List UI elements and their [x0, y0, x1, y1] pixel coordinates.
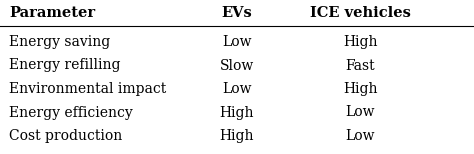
Text: Low: Low — [222, 35, 252, 49]
Text: High: High — [343, 82, 377, 96]
Text: EVs: EVs — [222, 6, 252, 20]
Text: High: High — [220, 129, 254, 143]
Text: Fast: Fast — [346, 59, 375, 73]
Text: High: High — [343, 35, 377, 49]
Text: Energy refilling: Energy refilling — [9, 59, 121, 73]
Text: Low: Low — [346, 105, 375, 120]
Text: Energy efficiency: Energy efficiency — [9, 105, 133, 120]
Text: Low: Low — [222, 82, 252, 96]
Text: ICE vehicles: ICE vehicles — [310, 6, 410, 20]
Text: Energy saving: Energy saving — [9, 35, 111, 49]
Text: Cost production: Cost production — [9, 129, 123, 143]
Text: Low: Low — [346, 129, 375, 143]
Text: High: High — [220, 105, 254, 120]
Text: Parameter: Parameter — [9, 6, 96, 20]
Text: Environmental impact: Environmental impact — [9, 82, 167, 96]
Text: Slow: Slow — [220, 59, 254, 73]
